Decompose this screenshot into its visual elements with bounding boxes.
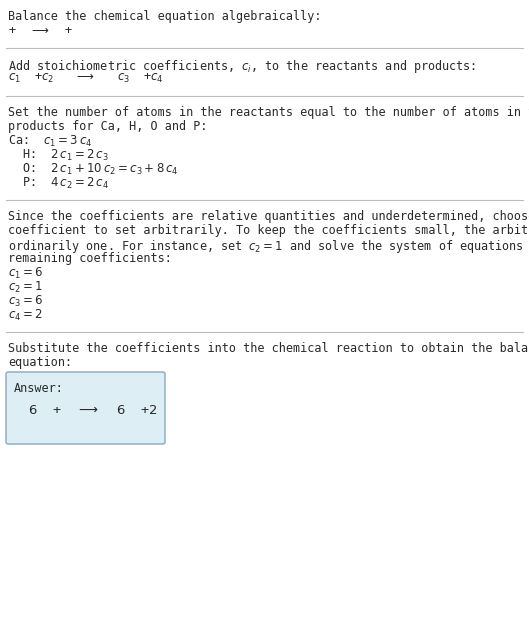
Text: Answer:: Answer: (14, 382, 64, 395)
Text: P:  $4\,c_2 = 2\,c_4$: P: $4\,c_2 = 2\,c_4$ (8, 176, 109, 191)
Text: +  $\longrightarrow$  +: + $\longrightarrow$ + (8, 24, 74, 37)
Text: products for Ca, H, O and P:: products for Ca, H, O and P: (8, 120, 207, 133)
Text: $c_2 = 1$: $c_2 = 1$ (8, 280, 43, 295)
Text: $c_1$  +$c_2$   $\longrightarrow$   $c_3$  +$c_4$: $c_1$ +$c_2$ $\longrightarrow$ $c_3$ +$c… (8, 72, 163, 85)
Text: Balance the chemical equation algebraically:: Balance the chemical equation algebraica… (8, 10, 322, 23)
Text: $c_3 = 6$: $c_3 = 6$ (8, 294, 43, 309)
Text: ordinarily one. For instance, set $c_2 = 1$ and solve the system of equations fo: ordinarily one. For instance, set $c_2 =… (8, 238, 529, 255)
Text: $c_4 = 2$: $c_4 = 2$ (8, 308, 43, 323)
Text: Set the number of atoms in the reactants equal to the number of atoms in the: Set the number of atoms in the reactants… (8, 106, 529, 119)
Text: Ca:  $c_1 = 3\,c_4$: Ca: $c_1 = 3\,c_4$ (8, 134, 93, 149)
Text: equation:: equation: (8, 356, 72, 369)
Text: Substitute the coefficients into the chemical reaction to obtain the balanced: Substitute the coefficients into the che… (8, 342, 529, 355)
Text: H:  $2\,c_1 = 2\,c_3$: H: $2\,c_1 = 2\,c_3$ (8, 148, 108, 163)
Text: coefficient to set arbitrarily. To keep the coefficients small, the arbitrary va: coefficient to set arbitrarily. To keep … (8, 224, 529, 237)
Text: remaining coefficients:: remaining coefficients: (8, 252, 172, 265)
Text: Since the coefficients are relative quantities and underdetermined, choose a: Since the coefficients are relative quan… (8, 210, 529, 223)
Text: Add stoichiometric coefficients, $c_i$, to the reactants and products:: Add stoichiometric coefficients, $c_i$, … (8, 58, 476, 75)
Text: $c_1 = 6$: $c_1 = 6$ (8, 266, 43, 281)
Text: O:  $2\,c_1 + 10\,c_2 = c_3 + 8\,c_4$: O: $2\,c_1 + 10\,c_2 = c_3 + 8\,c_4$ (8, 162, 179, 177)
FancyBboxPatch shape (6, 372, 165, 444)
Text: $6$  +  $\longrightarrow$  $6$  +$2$: $6$ + $\longrightarrow$ $6$ +$2$ (28, 404, 158, 417)
